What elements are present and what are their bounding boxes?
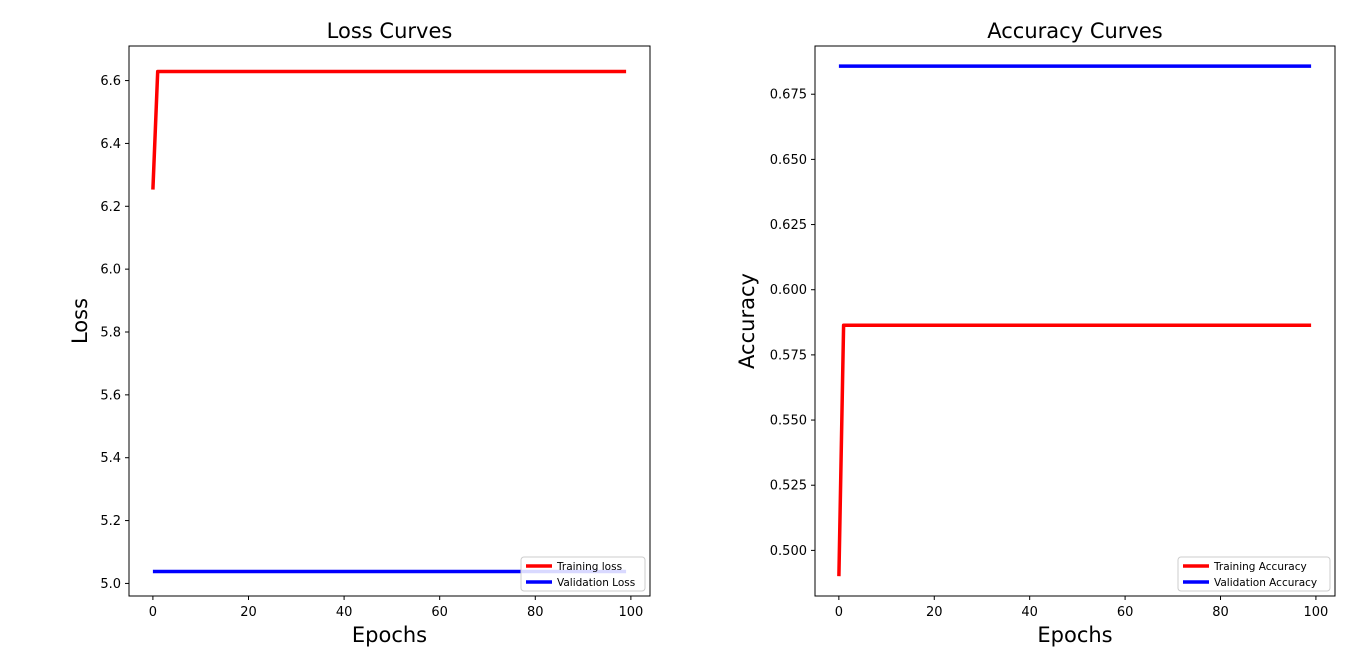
chart-0-x-tick-label: 100 [618, 605, 643, 620]
chart-0-x-tick-label: 20 [240, 605, 257, 620]
chart-1-legend-label: Training Accuracy [1213, 561, 1307, 573]
chart-1-plot-frame [814, 45, 1336, 597]
chart-1-y-axis-label: Accuracy [735, 273, 759, 369]
chart-0-y-tick-label: 5.8 [100, 326, 121, 341]
chart-1-series-line-training [837, 323, 1312, 577]
chart-1-y-tick-label: 0.525 [770, 479, 807, 494]
chart-1-x-tick-label: 80 [1212, 605, 1229, 620]
chart-0-x-tick-label: 40 [336, 605, 353, 620]
chart-1-y-tick-label: 0.550 [770, 414, 807, 429]
chart-0-y-tick-label: 5.4 [100, 451, 121, 466]
chart-0-x-tick-label: 60 [431, 605, 448, 620]
chart-1-x-tick-label: 20 [926, 605, 943, 620]
chart-0-title: Loss Curves [327, 19, 453, 43]
chart-0-y-tick-label: 5.6 [100, 388, 121, 403]
chart-1-x-tick-label: 40 [1021, 605, 1038, 620]
chart-0-y-tick-label: 5.2 [100, 514, 121, 529]
chart-1-y-tick-label: 0.625 [770, 218, 807, 233]
chart-0-y-axis-label: Loss [68, 298, 92, 344]
chart-0-legend-label: Validation Loss [557, 577, 635, 589]
chart-0-y-tick-label: 6.2 [100, 200, 121, 215]
chart-1-x-tick-label: 60 [1117, 605, 1134, 620]
chart-0-y-tick-label: 6.0 [100, 263, 121, 278]
chart-0-legend: Training loss Validation Loss [520, 556, 646, 592]
chart-0-y-tick-label: 5.0 [100, 577, 121, 592]
chart-1-x-tick-label: 0 [835, 605, 843, 620]
chart-1-y-tick-label: 0.675 [770, 88, 807, 103]
chart-1-legend-label: Validation Accuracy [1214, 577, 1317, 589]
chart-1-y-tick-label: 0.500 [770, 544, 807, 559]
chart-0-plot-frame [128, 45, 651, 597]
chart-0-y-tick-label: 6.4 [100, 137, 121, 152]
chart-0-series-line-training [151, 69, 627, 190]
chart-1-x-tick-label: 100 [1304, 605, 1329, 620]
chart-0-legend-label: Training loss [556, 561, 622, 573]
chart-1-legend-box [1177, 556, 1331, 592]
chart-0-x-tick-label: 80 [527, 605, 544, 620]
chart-0-x-axis-label: Epochs [352, 623, 427, 647]
chart-1-legend: Training Accuracy Validation Accuracy [1177, 556, 1331, 592]
chart-1-y-tick-label: 0.575 [770, 348, 807, 363]
chart-1: 0 20 40 60 80 100 0.500 0.525 0.550 0.575 0.600 0.6… [735, 19, 1336, 647]
chart-0-y-tick-label: 6.6 [100, 74, 121, 89]
chart-1-y-tick-label: 0.600 [770, 283, 807, 298]
chart-1-y-tick-label: 0.650 [770, 153, 807, 168]
chart-1-x-axis-label: Epochs [1037, 623, 1112, 647]
chart-0: 0 20 40 60 80 100 5.0 5.2 5.4 5.6 5.8 6.0 6.2 6.4 6.6 L… [68, 19, 651, 647]
chart-0-x-tick-label: 0 [149, 605, 157, 620]
chart-1-title: Accuracy Curves [987, 19, 1162, 43]
